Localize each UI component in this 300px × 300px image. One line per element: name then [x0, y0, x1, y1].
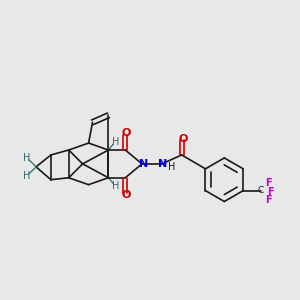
Text: O: O	[179, 134, 188, 144]
Text: F: F	[265, 194, 271, 205]
Text: O: O	[122, 190, 131, 200]
Text: H: H	[23, 171, 31, 181]
Text: H: H	[112, 137, 119, 147]
Text: N: N	[158, 159, 167, 169]
Text: H: H	[168, 162, 176, 172]
Text: N: N	[140, 159, 149, 169]
Text: C: C	[258, 186, 264, 195]
Text: O: O	[122, 128, 131, 138]
Text: H: H	[23, 153, 31, 163]
Text: F: F	[268, 187, 274, 196]
Text: F: F	[265, 178, 271, 188]
Text: H: H	[112, 181, 119, 191]
